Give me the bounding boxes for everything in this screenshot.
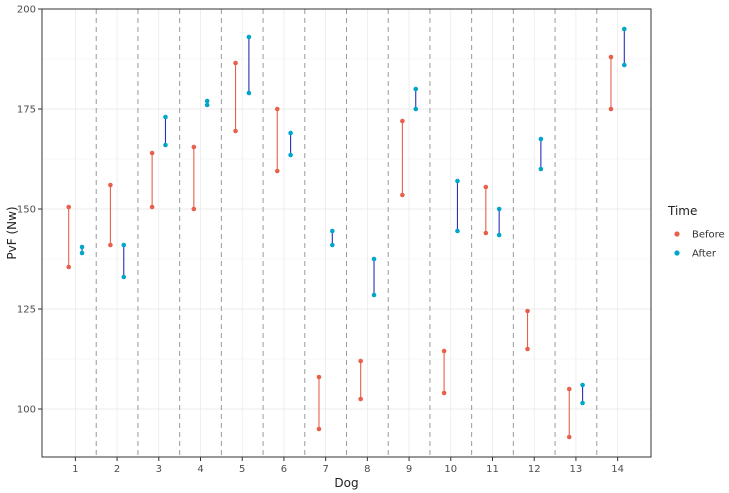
dog-separators xyxy=(95,9,598,457)
before-point-high-dog-12 xyxy=(525,308,530,314)
after-point-low-dog-13 xyxy=(580,400,585,406)
x-tick-label: 6 xyxy=(281,464,287,475)
after-point-high-dog-14 xyxy=(622,26,627,32)
y-tick-label: 125 xyxy=(17,305,36,316)
after-point-high-dog-2 xyxy=(121,242,127,248)
before-point-low-dog-10 xyxy=(441,390,447,396)
after-point-high-dog-6 xyxy=(288,130,293,136)
after-point-high-dog-4 xyxy=(204,98,210,104)
before-point-high-dog-10 xyxy=(441,348,447,354)
after-point-low-dog-6 xyxy=(288,152,293,158)
after-point-low-dog-5 xyxy=(246,90,252,96)
before-point-low-dog-1 xyxy=(66,264,71,270)
after-point-high-dog-11 xyxy=(496,206,502,212)
legend: Time Before After xyxy=(667,204,725,260)
before-point-low-dog-14 xyxy=(608,106,614,112)
data-layer xyxy=(66,26,627,440)
before-point-high-dog-11 xyxy=(483,184,489,190)
x-tick-label: 7 xyxy=(322,464,328,475)
after-point-high-dog-13 xyxy=(580,382,585,388)
y-tick-label: 200 xyxy=(17,5,36,16)
after-point-high-dog-12 xyxy=(538,136,544,142)
y-tick-label: 175 xyxy=(17,105,36,116)
before-point-high-dog-1 xyxy=(66,204,71,210)
after-point-low-dog-1 xyxy=(79,250,85,256)
x-tick-label: 1 xyxy=(72,464,78,475)
legend-dot-after xyxy=(674,250,680,256)
after-point-high-dog-3 xyxy=(163,114,168,120)
before-point-high-dog-4 xyxy=(191,144,197,150)
after-point-high-dog-8 xyxy=(371,256,377,262)
before-point-low-dog-13 xyxy=(566,434,572,440)
after-point-low-dog-12 xyxy=(538,166,544,172)
panel-border xyxy=(41,8,652,458)
x-tick-label: 11 xyxy=(486,464,499,475)
after-point-low-dog-7 xyxy=(330,242,335,248)
x-tick-label: 3 xyxy=(156,464,162,475)
before-point-high-dog-6 xyxy=(274,106,280,112)
before-point-low-dog-3 xyxy=(149,204,155,210)
after-point-high-dog-7 xyxy=(330,228,335,234)
legend-title: Time xyxy=(667,204,697,218)
y-tick-label: 150 xyxy=(17,205,36,216)
x-tick-label: 12 xyxy=(528,464,541,475)
before-point-low-dog-2 xyxy=(108,242,113,248)
before-point-low-dog-4 xyxy=(191,206,197,212)
before-point-low-dog-5 xyxy=(233,128,238,134)
after-point-high-dog-9 xyxy=(413,86,419,92)
after-point-low-dog-2 xyxy=(121,274,127,280)
after-point-high-dog-10 xyxy=(455,178,460,184)
before-point-low-dog-9 xyxy=(400,192,405,198)
legend-label-before: Before xyxy=(692,230,725,241)
after-point-low-dog-3 xyxy=(163,142,168,148)
legend-label-after: After xyxy=(692,249,717,260)
after-point-low-dog-4 xyxy=(204,102,210,108)
y-tick-label: 100 xyxy=(17,405,36,416)
before-point-low-dog-8 xyxy=(358,396,363,402)
before-point-high-dog-5 xyxy=(233,60,238,66)
before-point-high-dog-14 xyxy=(608,54,614,60)
x-tick-label: 8 xyxy=(364,464,370,475)
legend-dot-before xyxy=(674,231,680,237)
after-point-low-dog-10 xyxy=(455,228,460,234)
after-point-high-dog-1 xyxy=(79,244,85,250)
y-axis-title: PvF (Nw) xyxy=(5,206,19,259)
before-point-high-dog-8 xyxy=(358,358,363,364)
before-point-low-dog-12 xyxy=(525,346,530,352)
after-point-low-dog-11 xyxy=(496,232,502,238)
x-axis-title: Dog xyxy=(334,476,358,490)
before-point-high-dog-9 xyxy=(400,118,405,124)
before-point-low-dog-11 xyxy=(483,230,489,236)
x-tick-label: 9 xyxy=(406,464,412,475)
after-point-low-dog-14 xyxy=(622,62,627,68)
before-point-high-dog-7 xyxy=(316,374,322,380)
before-point-low-dog-6 xyxy=(274,168,280,174)
after-point-high-dog-5 xyxy=(246,34,252,40)
x-tick-label: 2 xyxy=(114,464,120,475)
x-tick-label: 14 xyxy=(611,464,624,475)
x-tick-label: 4 xyxy=(197,464,203,475)
before-point-low-dog-7 xyxy=(316,426,322,432)
x-tick-label: 13 xyxy=(570,464,583,475)
before-point-high-dog-2 xyxy=(108,182,113,188)
before-point-high-dog-13 xyxy=(566,386,572,392)
x-tick-label: 10 xyxy=(444,464,457,475)
x-tick-label: 5 xyxy=(239,464,245,475)
after-point-low-dog-9 xyxy=(413,106,419,112)
before-point-high-dog-3 xyxy=(149,150,155,156)
after-point-low-dog-8 xyxy=(371,292,377,298)
